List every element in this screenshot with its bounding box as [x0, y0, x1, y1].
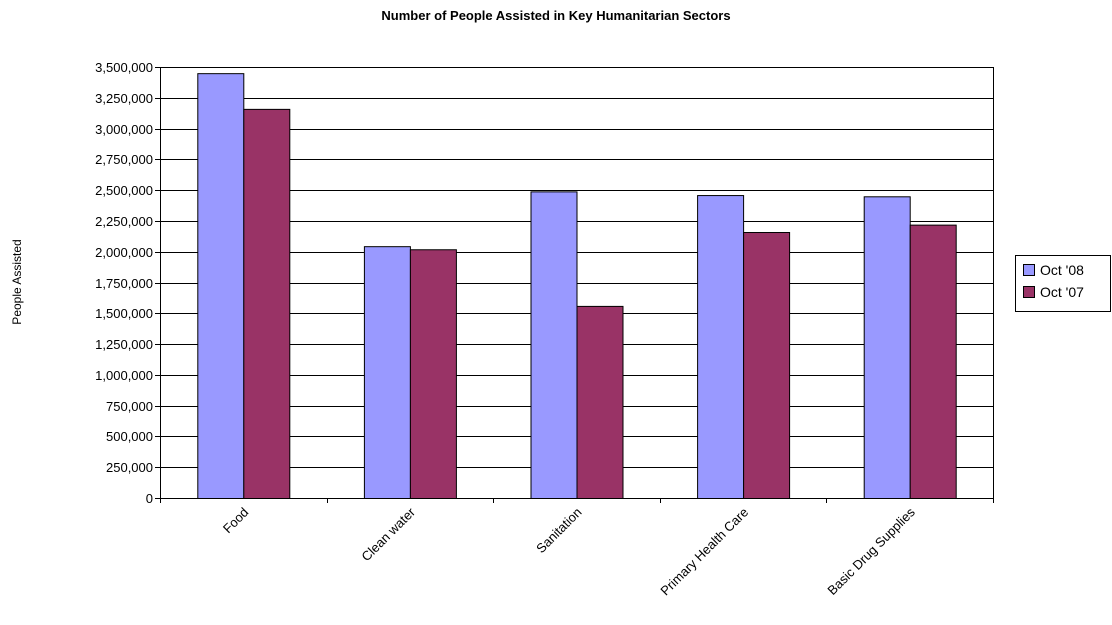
legend-label: Oct '07 [1040, 284, 1084, 300]
bar-oct-08 [197, 73, 245, 500]
y-tick-label: 3,500,000 [95, 60, 153, 75]
bar-oct-07 [909, 224, 957, 499]
y-tick-label: 1,500,000 [95, 306, 153, 321]
y-tick-label: 3,250,000 [95, 91, 153, 106]
y-tick-label: 2,000,000 [95, 245, 153, 260]
x-tick-label: Food [220, 505, 252, 537]
y-tick-label: 250,000 [106, 460, 153, 475]
bar-oct-08 [530, 191, 578, 499]
bar-oct-08 [363, 246, 411, 499]
bar-oct-07 [576, 305, 624, 500]
bar-oct-08 [863, 196, 911, 500]
legend: Oct '08 Oct '07 [1015, 255, 1111, 312]
plot-area-border [160, 67, 994, 499]
y-tick-label: 1,000,000 [95, 368, 153, 383]
x-tick-label: Primary Health Care [657, 505, 751, 599]
x-tick-label: Clean water [358, 504, 418, 564]
bars [197, 73, 957, 500]
y-tick-label: 2,750,000 [95, 152, 153, 167]
bar-oct-07 [743, 232, 791, 500]
y-tick-label: 3,000,000 [95, 122, 153, 137]
y-axis-label: People Assisted [10, 239, 24, 324]
x-tick-label: Sanitation [533, 505, 584, 556]
legend-swatch [1023, 286, 1035, 298]
legend-swatch [1023, 264, 1035, 276]
axes [155, 67, 994, 503]
bar-oct-07 [243, 108, 291, 500]
y-tick-label: 2,500,000 [95, 183, 153, 198]
legend-label: Oct '08 [1040, 262, 1084, 278]
y-tick-label: 0 [146, 491, 153, 506]
y-tick-label: 500,000 [106, 429, 153, 444]
y-tick-labels: 0 250,000 500,000 750,000 1,000,000 1,250,000… [95, 60, 153, 506]
y-tick-label: 750,000 [106, 399, 153, 414]
x-tick-labels: Food Clean water Sanitation Primary Health … [220, 504, 918, 598]
bar-oct-08 [697, 195, 745, 499]
y-tick-label: 2,250,000 [95, 214, 153, 229]
bar-oct-07 [409, 249, 457, 499]
chart-title: Number of People Assisted in Key Humanit… [381, 8, 730, 23]
y-tick-label: 1,250,000 [95, 337, 153, 352]
y-tick-label: 1,750,000 [95, 276, 153, 291]
x-tick-label: Basic Drug Supplies [824, 504, 918, 598]
